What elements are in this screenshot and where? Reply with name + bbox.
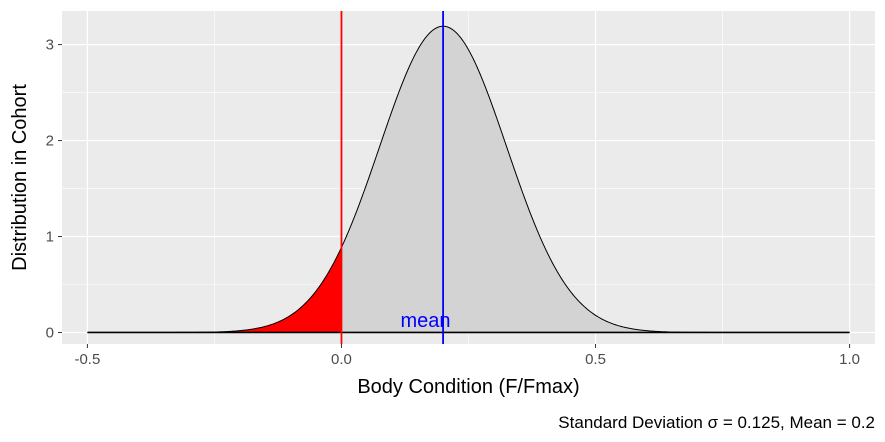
y-tick-label: 2 [46, 133, 54, 150]
x-tick-label: 0.5 [585, 351, 606, 368]
chart-marks [87, 11, 850, 344]
y-tick-label: 1 [46, 229, 54, 246]
x-tick-label: 0.0 [331, 351, 352, 368]
chart-caption: Standard Deviation σ = 0.125, Mean = 0.2 [558, 413, 875, 432]
y-axis-title: Distribution in Cohort [9, 84, 31, 271]
x-axis-title: Body Condition (F/Fmax) [357, 376, 579, 398]
density-area [87, 26, 850, 333]
mean-annotation: mean [401, 310, 451, 332]
x-tick-label: 1.0 [839, 351, 860, 368]
axes: -0.5 0.0 0.5 1.0 0 1 2 3 [46, 37, 860, 368]
y-tick-label: 3 [46, 37, 54, 54]
x-tick-label: -0.5 [74, 351, 100, 368]
shaded-tail-area [87, 247, 342, 333]
y-tick-label: 0 [46, 324, 54, 341]
